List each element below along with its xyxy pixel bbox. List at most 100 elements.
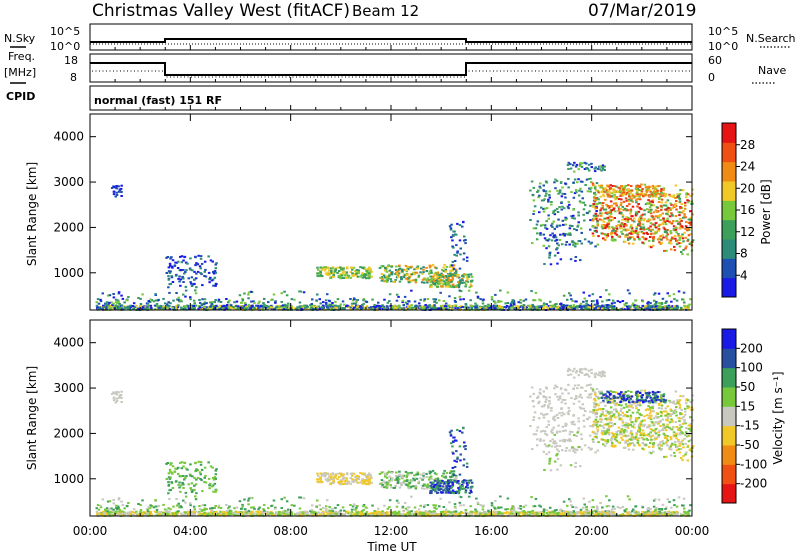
echo-point [203,275,206,277]
echo-point [373,305,376,308]
echo-point [458,295,462,298]
echo-point [435,273,439,276]
echo-point [451,275,454,278]
echo-point [683,301,686,304]
echo-point [545,192,548,195]
echo-point [217,298,221,301]
echo-point [662,189,665,192]
echo-point [648,208,651,211]
echo-point [157,511,161,514]
echo-point [341,513,345,516]
echo-point [579,162,582,165]
echo-point [435,307,439,310]
echo-point [398,280,402,283]
echo-point [675,299,679,302]
echo-point [301,305,305,308]
echo-point [674,237,677,240]
echo-point [101,292,104,295]
echo-point [446,510,450,513]
echo-point [568,203,571,206]
echo-point [563,512,566,515]
echo-point [298,305,301,308]
echo-point [322,512,325,515]
echo-point [199,308,203,311]
echo-point [208,281,211,284]
echo-point [159,514,163,517]
echo-point [157,305,161,308]
echo-point [362,267,366,270]
echo-point [594,207,597,210]
echo-point [305,510,309,513]
echo-point [626,191,629,194]
echo-point [536,191,539,193]
echo-point [195,272,198,275]
echo-point [594,245,597,248]
echo-point [679,242,683,244]
echo-point [684,201,687,204]
echo-point [278,510,281,513]
echo-point [545,207,549,210]
echo-point [222,306,225,309]
echo-point [168,514,172,517]
echo-point [604,308,607,311]
echo-point [633,220,636,223]
echo-point [643,305,647,308]
echo-point [180,261,184,264]
echo-point [678,200,682,203]
echo-point [677,194,681,197]
echo-point [109,510,113,513]
echo-point [233,514,236,517]
echo-point [458,514,461,517]
echo-point [186,262,189,265]
echo-point [243,306,246,309]
echo-point [535,238,539,241]
echo-point [582,513,586,516]
echo-point [648,202,652,205]
echo-point [227,307,230,310]
echo-point [598,307,601,310]
echo-point [414,304,418,307]
echo-point [537,305,541,308]
echo-point [356,307,359,310]
echo-point [597,307,600,310]
echo-point [594,197,597,199]
echo-point [162,305,165,308]
echo-point [203,308,206,310]
echo-point [387,275,391,278]
echo-point [435,267,438,270]
echo-point [423,298,426,301]
echo-point [339,266,342,269]
echo-point [596,202,599,205]
colorbar-tick-label: 16 [740,203,755,217]
echo-point [615,227,619,230]
echo-point [656,192,659,194]
echo-point [180,306,183,309]
echo-point [594,187,597,190]
echo-point [399,276,403,279]
echo-point [285,307,288,310]
echo-point [117,190,121,193]
echo-point [635,227,638,230]
echo-point [421,272,424,275]
echo-point [370,306,373,309]
echo-point [589,187,592,190]
echo-point [555,307,558,310]
echo-point [402,304,406,307]
echo-point [169,264,172,267]
echo-point [667,207,670,210]
echo-point [112,186,115,188]
echo-point [355,272,358,275]
echo-point [650,193,653,196]
echo-point [169,257,172,260]
echo-point [568,227,572,230]
echo-point [609,191,612,194]
echo-point [99,305,103,308]
echo-point [253,513,256,516]
echo-point [681,233,684,236]
echo-point [681,253,684,256]
echo-point [336,298,340,301]
echo-point [636,205,639,208]
echo-point [665,249,668,252]
echo-point [637,511,641,514]
echo-point [285,511,288,514]
